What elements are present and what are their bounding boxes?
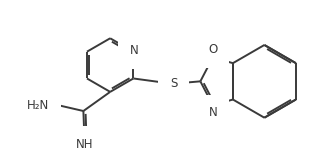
Text: H₂N: H₂N	[27, 99, 49, 112]
Text: O: O	[208, 43, 217, 56]
Text: N: N	[209, 106, 217, 119]
Text: NH: NH	[75, 138, 93, 151]
Text: N: N	[130, 44, 139, 57]
Text: S: S	[170, 77, 177, 90]
